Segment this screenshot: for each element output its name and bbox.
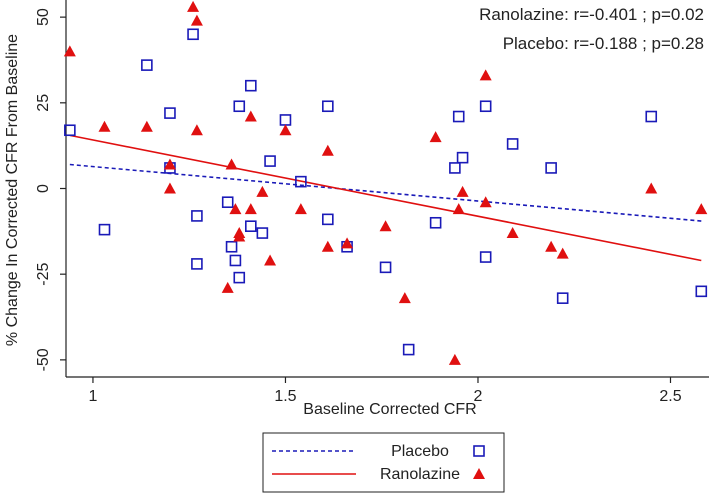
point-ranolazine	[163, 158, 176, 170]
point-placebo	[456, 151, 469, 164]
data-markers	[63, 0, 708, 365]
point-ranolazine	[556, 247, 569, 259]
y-axis-title: % Change In Corrected CFR From Baseline	[4, 34, 21, 346]
point-placebo	[695, 285, 708, 298]
point-placebo	[322, 100, 334, 113]
point-ranolazine	[398, 292, 411, 304]
point-placebo	[452, 110, 465, 123]
point-ranolazine	[98, 120, 111, 132]
point-placebo	[479, 251, 492, 263]
point-placebo	[545, 162, 557, 174]
point-ranolazine	[190, 14, 203, 26]
point-ranolazine	[321, 240, 334, 252]
point-ranolazine	[140, 120, 153, 132]
point-ranolazine	[695, 203, 708, 215]
y-tick-label: 25	[35, 94, 52, 112]
point-ranolazine	[321, 144, 334, 156]
point-ranolazine	[229, 203, 242, 215]
point-placebo	[479, 100, 492, 113]
point-placebo	[449, 162, 461, 174]
point-placebo	[556, 292, 569, 304]
fit-line-placebo	[69, 163, 702, 222]
point-placebo	[191, 258, 203, 270]
point-placebo	[187, 28, 199, 41]
point-ranolazine	[429, 131, 442, 143]
annotation-ranolazine-stats: Ranolazine: r=-0.401 ; p=0.02	[479, 5, 704, 24]
x-axis-title: Baseline Corrected CFR	[303, 401, 476, 418]
point-ranolazine	[244, 203, 257, 215]
point-ranolazine	[379, 220, 392, 232]
point-ranolazine	[244, 110, 257, 122]
point-placebo	[98, 223, 111, 236]
fit-line-ranolazine	[69, 134, 702, 262]
point-placebo	[256, 227, 269, 239]
fit-lines	[69, 134, 702, 262]
point-placebo	[645, 110, 658, 123]
y-tick-label: -50	[35, 348, 52, 371]
x-tick-label: 2	[474, 388, 483, 405]
legend-box	[262, 432, 505, 493]
point-ranolazine	[545, 240, 558, 252]
point-ranolazine	[479, 196, 492, 208]
point-placebo	[64, 124, 76, 137]
point-placebo	[322, 213, 334, 226]
point-ranolazine	[456, 185, 469, 197]
legend-placebo-label: Placebo	[391, 443, 449, 460]
legend-placebo-marker	[473, 445, 485, 457]
point-ranolazine	[479, 69, 492, 81]
point-ranolazine	[233, 230, 246, 242]
point-placebo	[141, 59, 153, 71]
legend: Placebo Ranolazine	[262, 432, 505, 493]
x-tick-label: 1.5	[274, 388, 296, 405]
point-placebo	[379, 261, 392, 274]
point-placebo	[221, 196, 234, 209]
point-placebo	[233, 100, 246, 113]
point-placebo	[402, 343, 415, 356]
point-ranolazine	[163, 182, 176, 194]
point-ranolazine	[264, 254, 277, 266]
point-placebo	[506, 138, 519, 150]
point-ranolazine	[452, 203, 465, 215]
point-placebo	[245, 79, 257, 92]
point-placebo	[229, 254, 242, 267]
point-ranolazine	[448, 353, 461, 365]
y-tick-label: -25	[35, 263, 52, 286]
point-placebo	[295, 175, 307, 188]
point-placebo	[264, 155, 276, 167]
y-tick-label: 0	[35, 184, 52, 193]
annotation-placebo-stats: Placebo: r=-0.188 ; p=0.28	[503, 34, 704, 53]
point-ranolazine	[190, 124, 203, 136]
point-placebo	[233, 271, 246, 284]
point-placebo	[225, 240, 238, 253]
point-placebo	[245, 220, 257, 232]
point-ranolazine	[506, 227, 519, 239]
point-ranolazine	[63, 45, 76, 57]
point-ranolazine	[645, 182, 658, 194]
y-tick-label: 50	[35, 8, 52, 26]
point-ranolazine	[279, 124, 292, 136]
point-ranolazine	[294, 203, 307, 215]
point-placebo	[191, 210, 203, 222]
x-tick-label: 2.5	[659, 388, 681, 405]
point-placebo	[164, 107, 176, 119]
point-ranolazine	[341, 237, 354, 249]
legend-ranolazine-marker	[473, 468, 485, 479]
point-ranolazine	[221, 281, 234, 293]
legend-ranolazine-label: Ranolazine	[380, 466, 460, 483]
x-tick-label: 1	[88, 388, 97, 405]
axis-ticks: 1 1.5 2 2.5 50 25 0 -25 -50	[35, 8, 681, 405]
point-placebo	[429, 216, 442, 229]
point-ranolazine	[225, 158, 238, 170]
point-ranolazine	[256, 185, 269, 197]
point-ranolazine	[187, 0, 200, 12]
